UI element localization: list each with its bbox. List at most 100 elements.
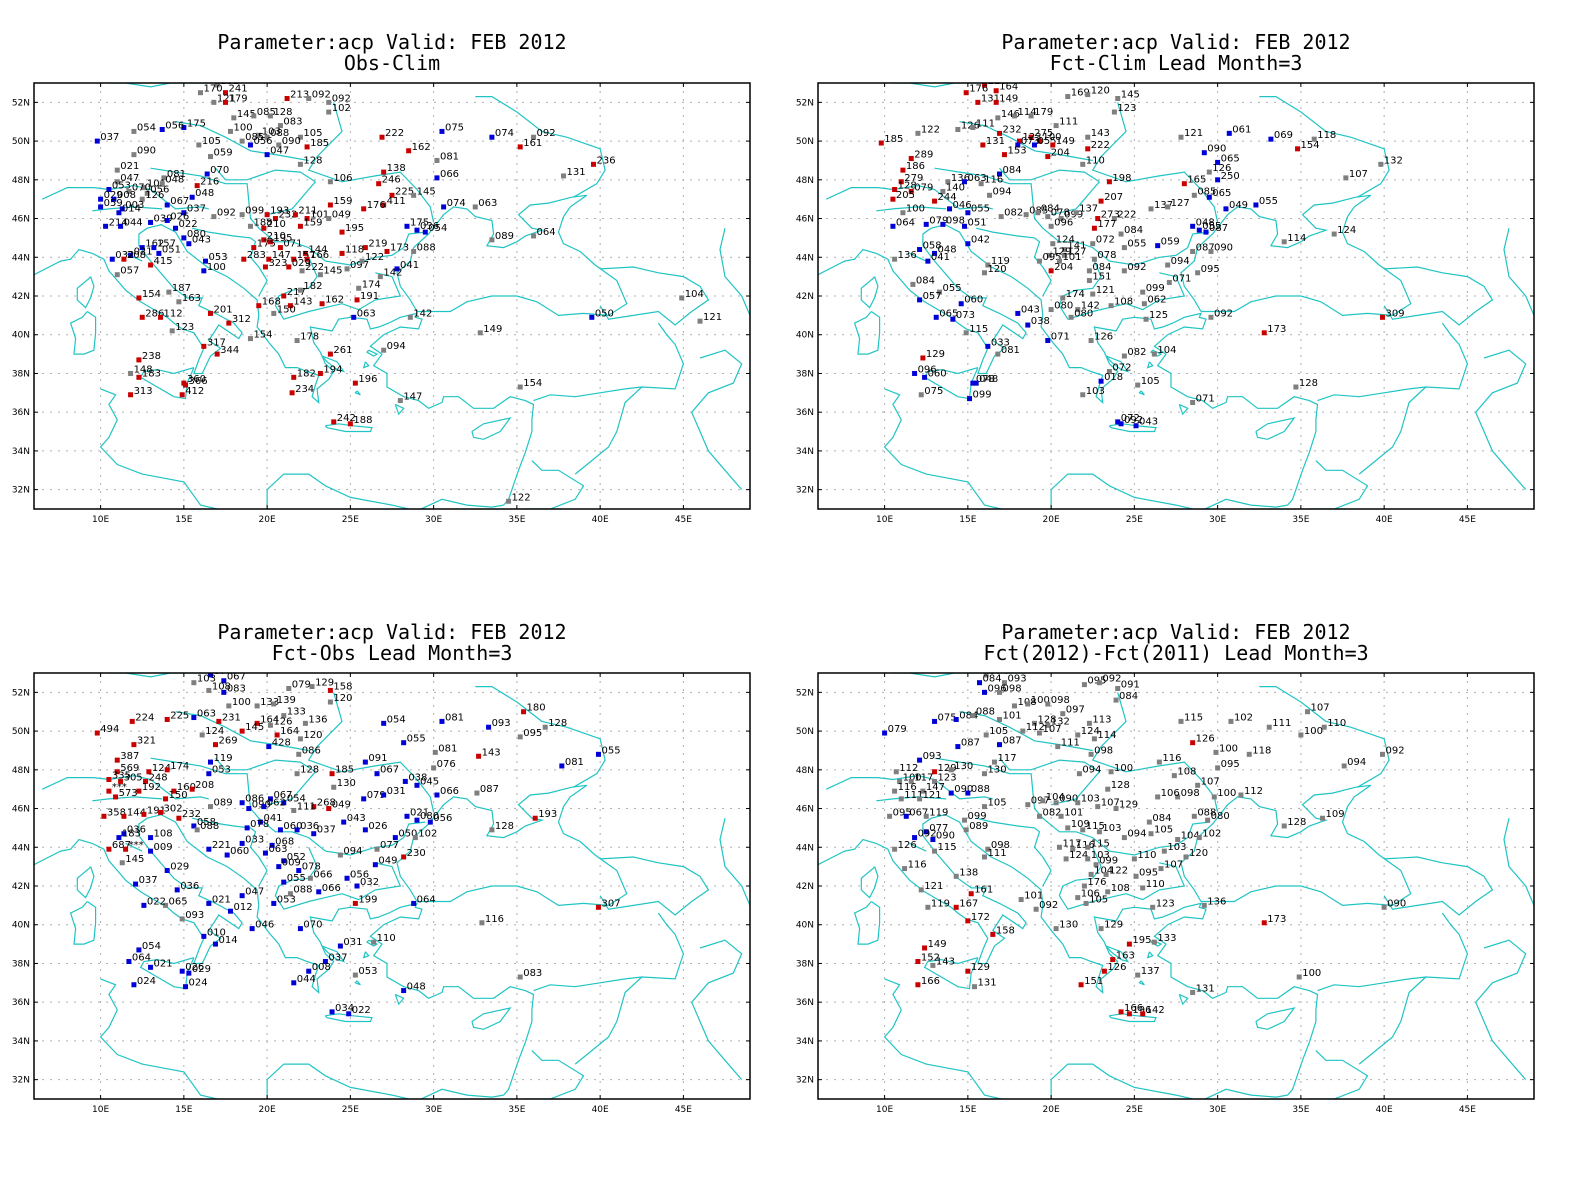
station-marker [1135, 972, 1141, 978]
station-value: 105 [989, 726, 1008, 737]
station-value: 123 [938, 772, 957, 783]
coastline [876, 796, 947, 802]
coastline [1058, 847, 1186, 910]
station-value: 128 [1287, 817, 1306, 828]
station-marker [983, 732, 989, 738]
station-marker [982, 804, 988, 810]
station-value: 110 [1146, 879, 1165, 890]
lat-tick-label: 34N [796, 1037, 814, 1047]
station-value: 111 [1272, 718, 1291, 729]
station-value: 103 [1081, 794, 1100, 805]
station-marker [965, 790, 971, 796]
station-marker [1088, 751, 1094, 757]
coastline [976, 817, 1044, 858]
station-value: 122 [1109, 865, 1128, 876]
station-value: 126 [898, 840, 917, 851]
station-value: 112 [1244, 786, 1263, 797]
station-value: 166 [921, 976, 940, 987]
station-value: 100 [1304, 726, 1323, 737]
station-marker [996, 742, 1002, 748]
station-marker [1095, 804, 1101, 810]
station-marker [1151, 939, 1157, 945]
coastline [826, 774, 993, 800]
station-value: 124 [1069, 850, 1088, 861]
station-marker [923, 829, 929, 835]
coastline [892, 673, 1027, 678]
station-value: 107 [1201, 776, 1220, 787]
station-marker [1080, 827, 1086, 833]
station-value: 094 [1082, 765, 1101, 776]
coastline [1108, 1013, 1157, 1023]
station-value: 118 [1252, 745, 1271, 756]
station-marker [1045, 722, 1051, 728]
station-marker [1146, 819, 1152, 825]
station-marker [882, 730, 888, 736]
coastline [934, 757, 1210, 856]
station-marker [1075, 732, 1081, 738]
station-value: 133 [1157, 933, 1176, 944]
station-value: 092 [1039, 900, 1058, 911]
station-value: 130 [1059, 920, 1078, 931]
station-value: 113 [1092, 714, 1111, 725]
station-marker [1298, 732, 1304, 738]
station-value: 090 [1387, 898, 1406, 909]
station-value: 126 [1107, 962, 1126, 973]
station-marker [983, 673, 989, 678]
coastline [1180, 784, 1412, 907]
station-value: 132 [1051, 716, 1070, 727]
station-value: 080 [1211, 811, 1230, 822]
station-value: 151 [1084, 976, 1103, 987]
station-marker [892, 788, 898, 794]
station-value: 103 [1102, 823, 1121, 834]
station-marker [887, 813, 893, 819]
station-marker [1091, 736, 1097, 742]
station-marker [920, 788, 926, 794]
station-marker [1305, 709, 1311, 715]
station-marker [955, 744, 961, 750]
lon-tick-label: 40E [1376, 1105, 1393, 1115]
station-marker [1113, 806, 1119, 812]
station-value: 088 [971, 784, 990, 795]
station-value: 096 [988, 683, 1007, 694]
station-value: 093 [923, 751, 942, 762]
station-marker [932, 769, 938, 775]
station-marker [1140, 885, 1146, 891]
station-marker [1321, 724, 1327, 730]
station-marker [1381, 904, 1387, 910]
station-value: 109 [1326, 809, 1345, 820]
station-value: 095 [1087, 676, 1106, 687]
station-marker [1215, 765, 1221, 771]
station-value: 087 [961, 738, 980, 749]
station-marker [1320, 815, 1326, 821]
station-value: 092 [1385, 745, 1404, 756]
station-value: 098 [991, 840, 1010, 851]
station-marker [903, 813, 909, 819]
station-value: 079 [888, 724, 907, 735]
station-value: 095 [1139, 867, 1158, 878]
station-marker [1098, 926, 1104, 932]
station-value: 119 [931, 898, 950, 909]
coastline [1383, 856, 1494, 916]
lon-tick-label: 20E [1043, 1105, 1060, 1115]
station-value: 115 [1091, 838, 1110, 849]
station-marker [1040, 798, 1046, 804]
station-value: 100 [1302, 968, 1321, 979]
lat-tick-label: 38N [796, 959, 814, 969]
station-marker [892, 846, 898, 852]
station-marker [922, 945, 928, 951]
station-value: 128 [1037, 714, 1056, 725]
station-value: 095 [893, 807, 912, 818]
coastline [1146, 951, 1154, 959]
station-value: 123 [1156, 898, 1175, 909]
station-value: 074 [989, 666, 1008, 677]
station-marker [982, 689, 988, 695]
station-marker [912, 835, 918, 841]
station-marker [1113, 697, 1119, 703]
station-value: 090 [954, 784, 973, 795]
station-marker [1296, 974, 1302, 980]
station-value: 082 [1042, 807, 1061, 818]
station-value: 173 [1267, 914, 1286, 925]
station-marker [1266, 724, 1272, 730]
